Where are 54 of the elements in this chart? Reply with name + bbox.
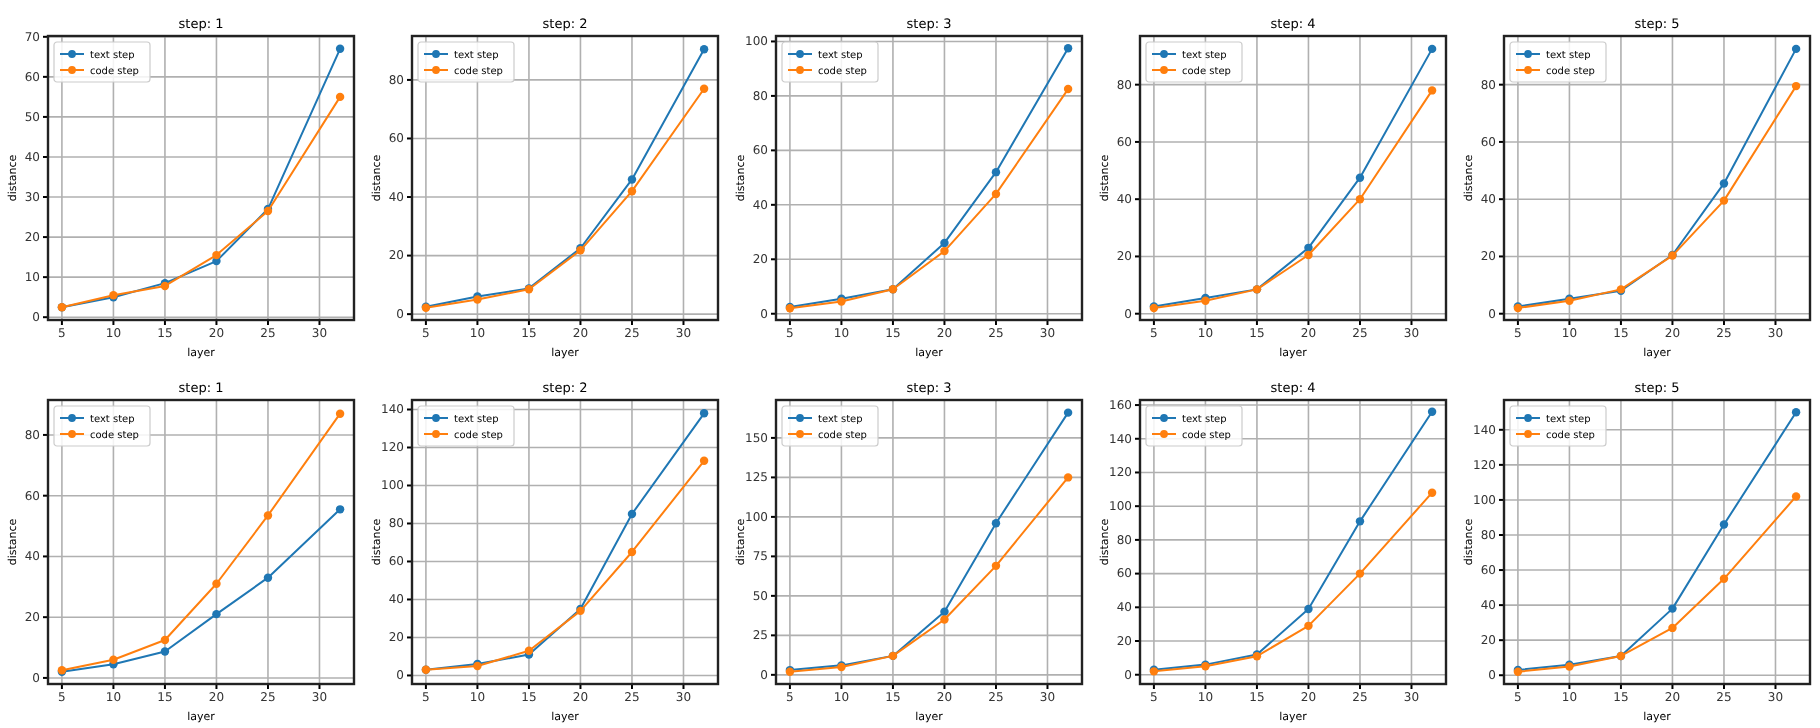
point: [991, 561, 1001, 571]
point: [627, 186, 637, 196]
point: [109, 655, 118, 664]
point: [1427, 407, 1437, 417]
point: [1719, 520, 1729, 529]
point: [1355, 517, 1365, 526]
point: [1668, 604, 1677, 613]
point: [1719, 196, 1729, 205]
point: [212, 609, 221, 619]
point: [1304, 243, 1313, 253]
point: [627, 547, 637, 557]
point: [699, 84, 709, 93]
point: [1063, 84, 1073, 94]
point: [699, 456, 709, 465]
point: [263, 573, 273, 582]
point: [1791, 408, 1801, 417]
point: [940, 246, 949, 256]
point: [940, 607, 949, 616]
point: [335, 409, 345, 418]
point: [1304, 250, 1313, 260]
point: [335, 92, 345, 102]
point: [940, 238, 949, 248]
point: [335, 44, 345, 54]
point: [1355, 569, 1365, 578]
point: [699, 44, 709, 54]
point: [160, 647, 170, 656]
point: [627, 175, 637, 184]
point: [991, 189, 1001, 199]
point: [335, 505, 345, 514]
point: [940, 615, 949, 624]
point: [1355, 173, 1365, 182]
point: [1668, 623, 1677, 633]
point: [160, 635, 170, 645]
point: [1719, 574, 1729, 584]
point: [1063, 408, 1073, 417]
point: [991, 167, 1001, 177]
point: [1791, 44, 1801, 54]
point: [699, 409, 709, 418]
point: [1304, 621, 1313, 631]
point: [1304, 604, 1313, 614]
point: [1355, 194, 1365, 204]
point: [1791, 81, 1801, 91]
point: [1427, 86, 1437, 95]
point: [1719, 179, 1729, 188]
point: [627, 509, 637, 519]
point: [1791, 492, 1801, 501]
point: [1063, 44, 1073, 53]
point: [263, 511, 273, 520]
point: [212, 250, 221, 260]
point: [1427, 488, 1437, 497]
point: [1427, 44, 1437, 54]
point: [991, 518, 1001, 528]
point: [1063, 473, 1073, 482]
point: [212, 579, 221, 588]
